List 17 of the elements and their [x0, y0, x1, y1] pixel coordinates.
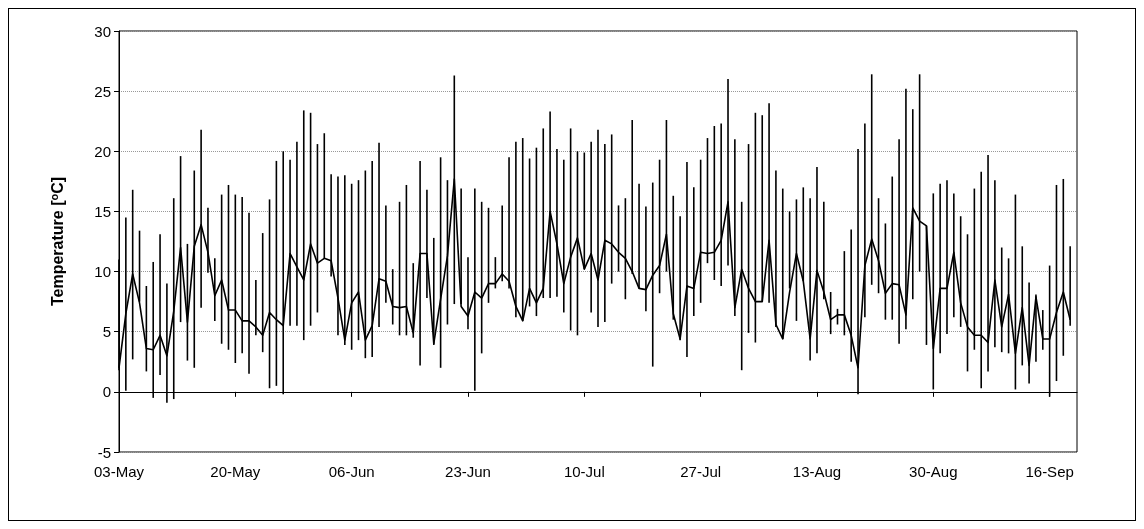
- y-tick-label: 30: [94, 22, 111, 40]
- x-tick-label: 03-May: [93, 463, 145, 480]
- y-tick-label: 25: [94, 82, 111, 100]
- x-tick-label: 27-Jul: [680, 463, 722, 480]
- x-tick-label: 30-Aug: [909, 463, 958, 480]
- y-tick-label: 10: [94, 263, 111, 281]
- x-tick-label: 20-May: [210, 463, 261, 480]
- x-tick-label: 06-Jun: [328, 463, 375, 480]
- y-tick-label: 0: [102, 383, 111, 401]
- y-tick-label: 20: [94, 142, 111, 160]
- y-tick-label: 5: [102, 323, 111, 341]
- y-tick-label: 15: [94, 202, 111, 220]
- x-tick-label: 10-Jul: [563, 463, 605, 480]
- x-tick-label: 16-Sep: [1025, 463, 1074, 480]
- y-tick-label: -5: [97, 443, 111, 461]
- x-tick-label: 23-Jun: [445, 463, 491, 480]
- x-tick-label: 13-Aug: [792, 463, 842, 480]
